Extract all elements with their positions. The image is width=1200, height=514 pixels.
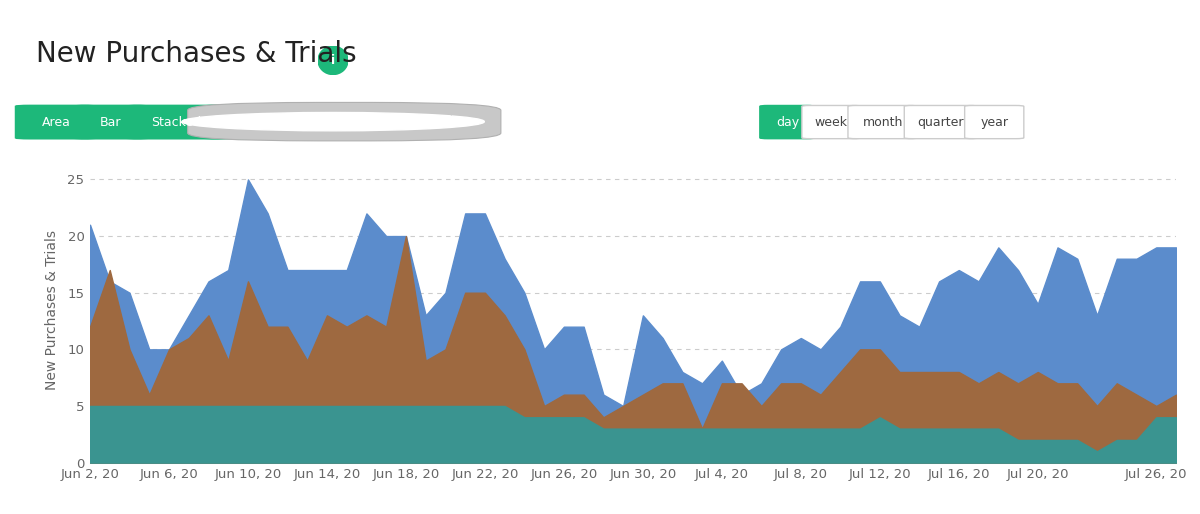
FancyBboxPatch shape (760, 105, 815, 139)
Circle shape (182, 113, 485, 131)
Text: Zero y-axis: Zero y-axis (385, 115, 460, 128)
Text: i: i (331, 54, 335, 67)
Text: Bar: Bar (101, 116, 121, 128)
FancyBboxPatch shape (73, 105, 149, 139)
Text: Compare: Compare (229, 116, 286, 128)
FancyBboxPatch shape (16, 105, 96, 139)
Text: year: year (980, 116, 1008, 128)
FancyBboxPatch shape (802, 105, 862, 139)
FancyBboxPatch shape (965, 105, 1024, 139)
FancyBboxPatch shape (848, 105, 917, 139)
FancyBboxPatch shape (905, 105, 978, 139)
FancyBboxPatch shape (126, 105, 227, 139)
Text: day: day (776, 116, 799, 128)
Text: month: month (863, 116, 902, 128)
Text: Area: Area (42, 116, 71, 128)
Text: Stacked: Stacked (151, 116, 202, 128)
Text: quarter: quarter (918, 116, 965, 128)
Circle shape (318, 46, 348, 75)
Text: week: week (815, 116, 848, 128)
FancyBboxPatch shape (204, 105, 312, 139)
FancyBboxPatch shape (187, 102, 500, 141)
Y-axis label: New Purchases & Trials: New Purchases & Trials (46, 230, 59, 390)
Text: New Purchases & Trials: New Purchases & Trials (36, 40, 356, 68)
